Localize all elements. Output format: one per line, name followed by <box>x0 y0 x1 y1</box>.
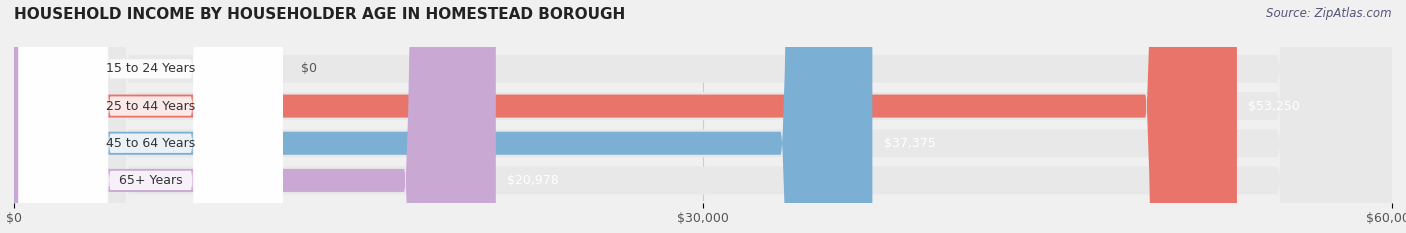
FancyBboxPatch shape <box>14 0 1392 233</box>
FancyBboxPatch shape <box>18 0 283 233</box>
FancyBboxPatch shape <box>14 0 872 233</box>
Text: $37,375: $37,375 <box>884 137 935 150</box>
Text: $53,250: $53,250 <box>1249 99 1301 113</box>
Text: Source: ZipAtlas.com: Source: ZipAtlas.com <box>1267 7 1392 20</box>
FancyBboxPatch shape <box>14 0 496 233</box>
FancyBboxPatch shape <box>14 0 1237 233</box>
FancyBboxPatch shape <box>18 0 283 233</box>
FancyBboxPatch shape <box>14 0 1392 233</box>
Text: 65+ Years: 65+ Years <box>120 174 183 187</box>
Text: $20,978: $20,978 <box>508 174 560 187</box>
FancyBboxPatch shape <box>14 0 1392 233</box>
Text: HOUSEHOLD INCOME BY HOUSEHOLDER AGE IN HOMESTEAD BOROUGH: HOUSEHOLD INCOME BY HOUSEHOLDER AGE IN H… <box>14 7 626 22</box>
FancyBboxPatch shape <box>14 0 1392 233</box>
Text: 25 to 44 Years: 25 to 44 Years <box>105 99 195 113</box>
FancyBboxPatch shape <box>18 0 283 233</box>
FancyBboxPatch shape <box>18 0 283 233</box>
Text: 15 to 24 Years: 15 to 24 Years <box>105 62 195 75</box>
Text: 45 to 64 Years: 45 to 64 Years <box>105 137 195 150</box>
Text: $0: $0 <box>301 62 318 75</box>
